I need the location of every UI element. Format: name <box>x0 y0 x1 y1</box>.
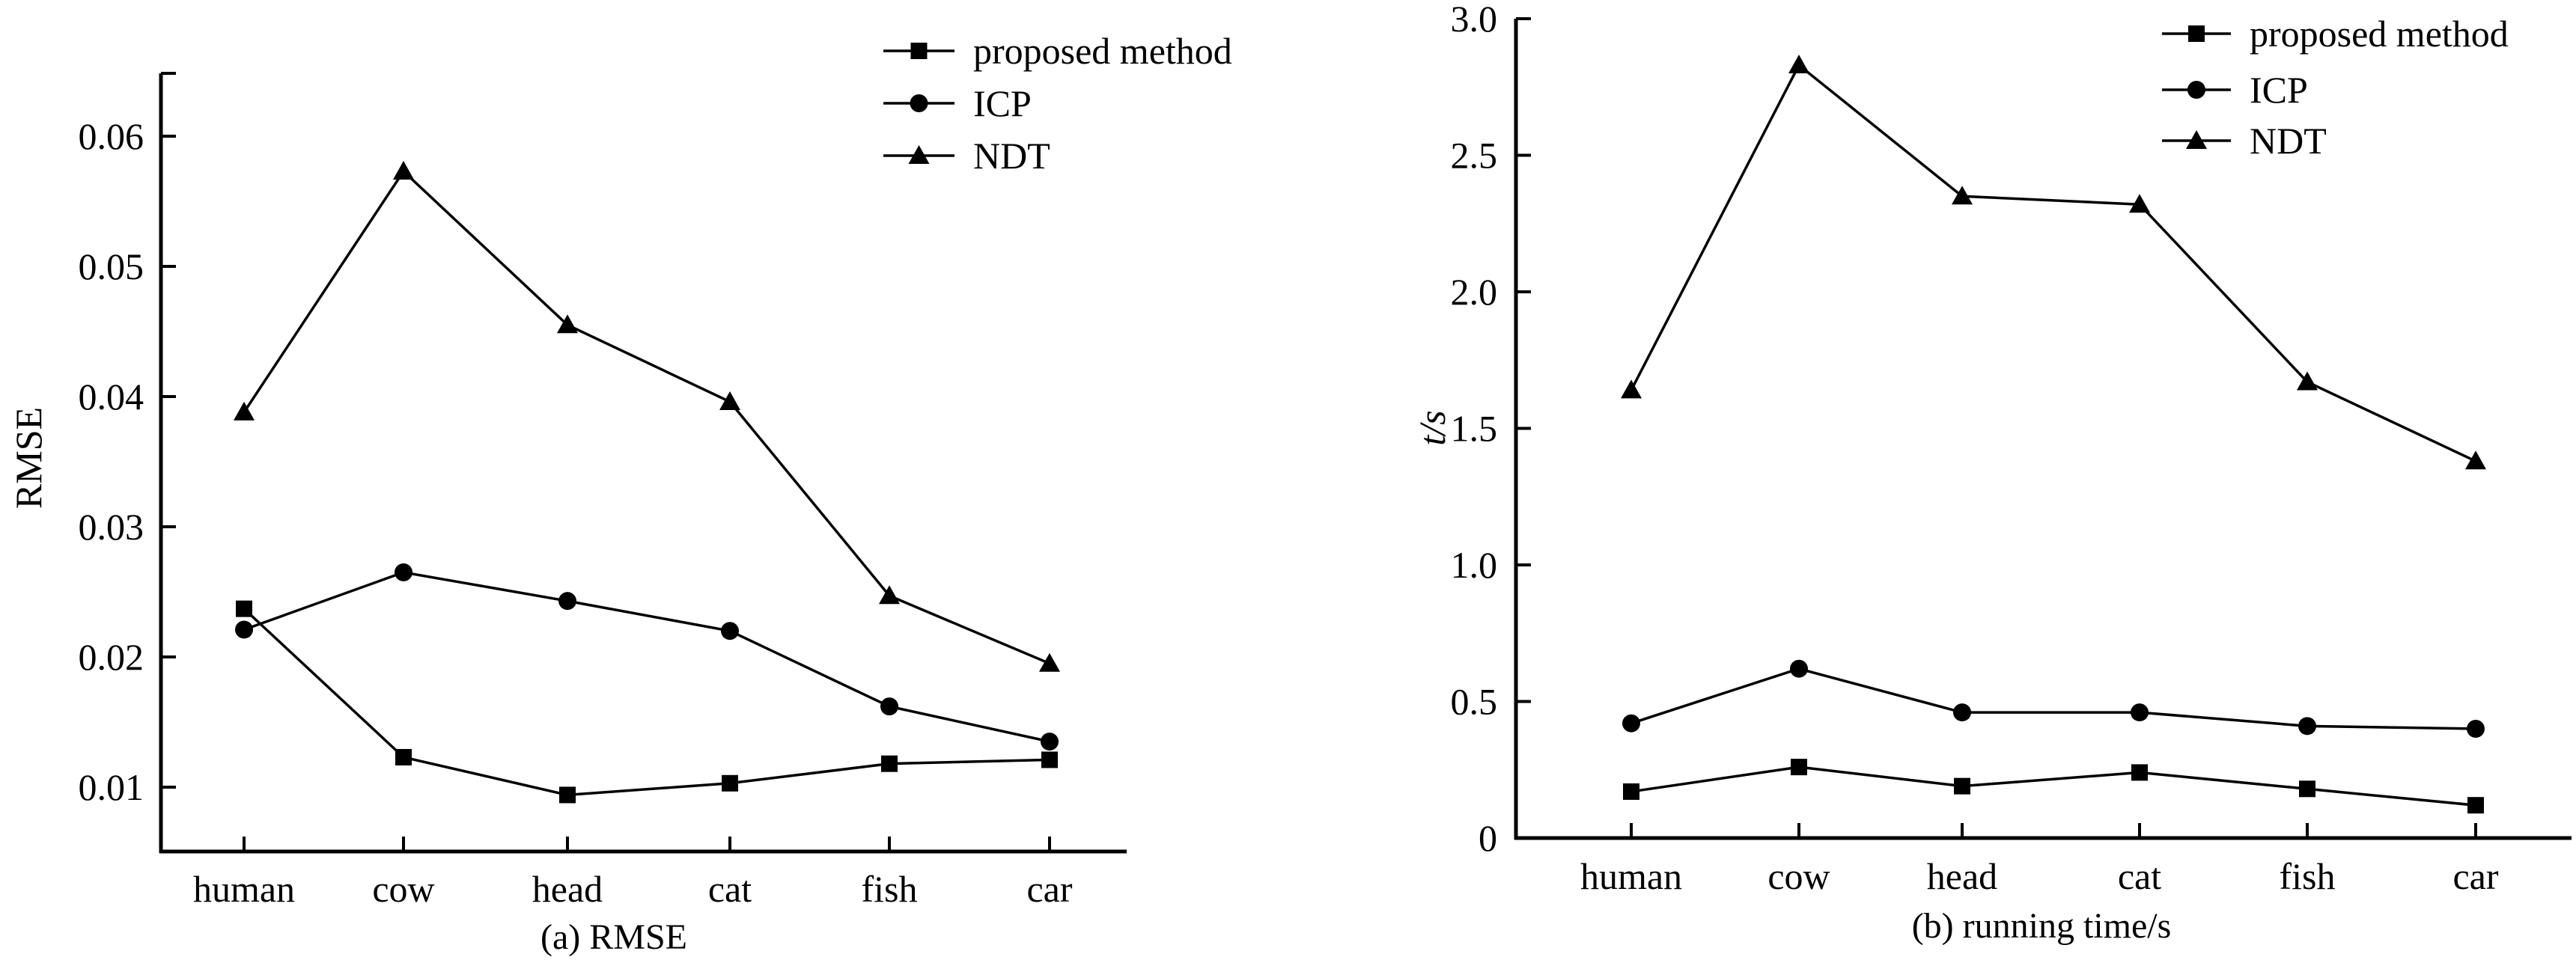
data-point-icp <box>880 697 898 716</box>
legend-label-ndt: NDT <box>973 135 1050 177</box>
y-tick-label: 0.05 <box>79 245 144 287</box>
legend-marker-ndt <box>2186 130 2207 149</box>
data-point-proposed-method <box>1623 783 1639 800</box>
x-tick-label: human <box>193 868 295 910</box>
chart-caption: (a) RMSE <box>541 917 687 957</box>
data-point-icp <box>395 563 412 581</box>
y-tick-label: 0.03 <box>79 506 144 548</box>
y-tick-label: 0.06 <box>79 115 144 157</box>
data-point-proposed-method <box>236 600 252 617</box>
x-tick-label: human <box>1580 855 1682 897</box>
data-point-icp <box>1790 659 1808 678</box>
x-tick-label: cat <box>2118 855 2161 897</box>
legend-label-icp: ICP <box>973 82 1032 124</box>
y-tick-label: 0.5 <box>1451 681 1498 723</box>
data-point-ndt <box>1952 186 1973 205</box>
series-line-proposed-method <box>243 608 1050 797</box>
data-point-proposed-method <box>2131 764 2148 781</box>
y-tick-label: 0 <box>1479 817 1497 859</box>
data-point-ndt <box>1788 55 1809 74</box>
series-line-icp <box>243 571 1050 743</box>
legend-label-proposed-method: proposed method <box>2250 13 2509 55</box>
x-tick-label: fish <box>862 868 918 910</box>
data-point-proposed-method <box>1954 777 1970 795</box>
series-line-proposed-method <box>1630 765 2476 807</box>
data-point-ndt <box>1039 652 1060 672</box>
x-tick-label: car <box>1026 868 1072 910</box>
data-point-icp <box>1041 733 1059 751</box>
legend-marker-proposed-method <box>910 43 928 59</box>
legend-marker-icp <box>2187 81 2205 99</box>
legend-marker-icp <box>910 94 928 112</box>
data-point-icp <box>558 592 576 611</box>
data-point-ndt <box>2297 371 2318 391</box>
data-point-proposed-method <box>2467 797 2484 814</box>
running-time-chart: 0 0.5 1.0 1.5 2.0 2.5 3.0 human cow head cat fish ca… <box>1411 0 2572 946</box>
series-line-ndt <box>1630 63 2476 462</box>
data-point-icp <box>1953 703 1971 722</box>
y-axis-label: RMSE <box>7 407 49 509</box>
data-point-ndt <box>393 160 414 180</box>
y-axis-label: t/s <box>1411 410 1453 445</box>
x-tick-label: car <box>2452 855 2498 897</box>
x-tick-label: cow <box>372 868 434 910</box>
data-point-icp <box>1622 714 1640 733</box>
data-point-ndt <box>1621 379 1642 399</box>
data-point-icp <box>721 622 739 640</box>
data-point-icp <box>2131 703 2149 722</box>
data-point-proposed-method <box>395 748 412 765</box>
legend-label-ndt: NDT <box>2250 120 2327 162</box>
data-point-proposed-method <box>1791 759 1807 776</box>
data-point-proposed-method <box>559 786 576 804</box>
x-tick-label: head <box>1927 855 1997 897</box>
data-point-ndt <box>557 314 578 334</box>
y-tick-label: 2.0 <box>1451 271 1498 313</box>
data-point-ndt <box>2465 450 2486 470</box>
y-tick-label: 0.01 <box>79 766 144 808</box>
data-point-icp <box>235 620 253 639</box>
data-point-proposed-method <box>881 755 898 772</box>
data-point-icp <box>2467 720 2485 738</box>
y-tick-label: 0.04 <box>79 376 144 418</box>
y-tick-label: 3.0 <box>1451 0 1498 40</box>
y-tick-label: 0.02 <box>79 636 144 678</box>
legend-label-icp: ICP <box>2250 69 2308 111</box>
legend-marker-ndt <box>908 145 930 164</box>
data-point-icp <box>2298 717 2316 736</box>
legend-marker-proposed-method <box>2188 25 2205 42</box>
y-tick-label: 1.5 <box>1451 408 1498 450</box>
data-point-proposed-method <box>1041 751 1058 768</box>
data-point-proposed-method <box>2299 780 2315 798</box>
rmse-chart: 0.01 0.02 0.03 0.04 0.05 0.06 human cow head cat f… <box>7 30 1232 957</box>
y-tick-label: 1.0 <box>1451 544 1498 586</box>
data-point-ndt <box>719 391 740 410</box>
data-point-ndt <box>2129 194 2150 213</box>
x-tick-label: head <box>532 868 603 910</box>
series-line-icp <box>1630 667 2476 730</box>
x-tick-label: cow <box>1767 855 1830 897</box>
data-point-ndt <box>879 585 900 605</box>
series-line-ndt <box>243 169 1050 665</box>
x-tick-label: fish <box>2280 855 2336 897</box>
data-point-ndt <box>234 401 255 421</box>
x-tick-label: cat <box>708 868 752 910</box>
legend-label-proposed-method: proposed method <box>973 30 1232 72</box>
chart-caption: (b) running time/s <box>1912 906 2172 946</box>
data-point-proposed-method <box>722 774 738 792</box>
y-tick-label: 2.5 <box>1451 135 1498 177</box>
